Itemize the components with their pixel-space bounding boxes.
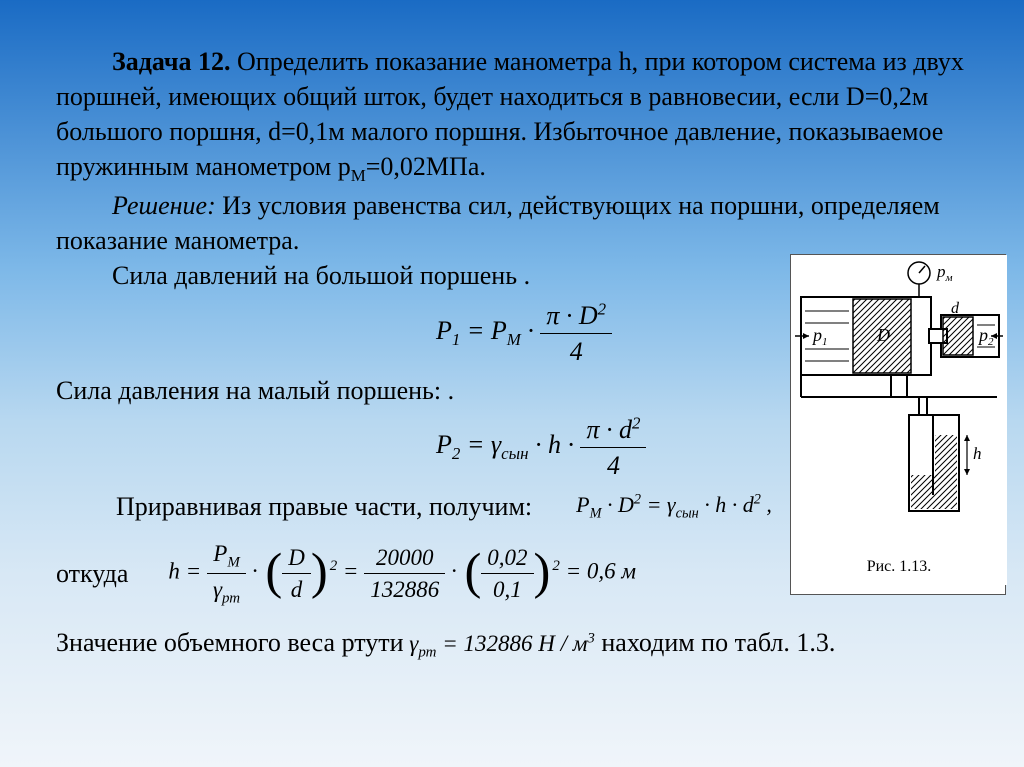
h-sup2: 2: [552, 558, 559, 574]
gamma-text-a: Значение объемного веса ртути: [56, 628, 404, 657]
diagram-figure: pм p1 p2 D d: [790, 254, 1006, 595]
h-f4n: 0,02: [481, 542, 533, 574]
eq-a-sub: М: [590, 505, 602, 521]
diagram-svg: pм p1 p2 D d: [791, 255, 1007, 585]
gamma-g-sub: рт: [418, 644, 436, 660]
problem-label: Задача 12.: [112, 47, 231, 76]
solution-label: Решение:: [112, 191, 216, 220]
gamma-g: γ: [409, 631, 418, 656]
gamma-text-b: находим по табл. 1.3.: [595, 628, 836, 657]
gamma-val: = 132886: [436, 631, 538, 656]
p1-dot: ·: [521, 316, 541, 345]
p1-eq: = P: [460, 316, 506, 345]
gamma-line: Значение объемного веса ртути γрт = 1328…: [56, 625, 984, 663]
svg-text:d: d: [951, 300, 960, 317]
p1-lhs: P: [436, 316, 452, 345]
pm-subscript: М: [351, 166, 366, 185]
h-f4d: 0,1: [481, 574, 533, 605]
h-f1n: P: [213, 541, 227, 566]
eq-c-sub: сын: [676, 505, 699, 521]
h-dot2: ·: [445, 559, 462, 584]
gamma-unit-sup: 3: [587, 630, 594, 646]
p2-dot: · h ·: [528, 430, 580, 459]
eq-a: P: [576, 492, 589, 517]
pm-value: =0,02МПа.: [366, 152, 486, 181]
h-eq2: = 0,6: [560, 559, 622, 584]
h-unit: м: [621, 559, 636, 584]
p1-den: 4: [540, 334, 612, 369]
p2-g-sub: сын: [501, 445, 528, 464]
h-lhs: h =: [168, 559, 207, 584]
line-equate: Приравнивая правые части, получим:: [116, 489, 532, 524]
problem-paragraph: Задача 12. Определить показание манометр…: [56, 44, 984, 188]
eq-e: ,: [761, 492, 772, 517]
svg-text:Рис. 1.13.: Рис. 1.13.: [867, 558, 932, 575]
p2-eq: = γ: [460, 430, 501, 459]
svg-text:D: D: [876, 325, 890, 345]
p2-lhs: P: [436, 430, 452, 459]
solution-intro: Решение: Из условия равенства сил, дейст…: [56, 188, 984, 258]
p1-num-sup: 2: [598, 299, 606, 318]
svg-text:h: h: [973, 444, 982, 463]
p2-num-sup: 2: [632, 413, 640, 432]
h-f1d-sub: рт: [222, 590, 240, 606]
p2-num: π · d: [586, 415, 632, 444]
h-dot1: ·: [246, 559, 263, 584]
eq-d-sup: 2: [754, 491, 761, 507]
line-whence: откуда: [56, 556, 128, 591]
p1-pm-sub: М: [507, 330, 521, 349]
p2-den: 4: [580, 448, 646, 483]
h-f3n: 20000: [364, 542, 445, 574]
gamma-unit: Н / м: [538, 631, 587, 656]
h-f2n: D: [282, 542, 311, 574]
h-eq1: =: [337, 559, 364, 584]
eq-d: · h · d: [699, 492, 754, 517]
h-f2d: d: [282, 574, 311, 605]
eq-b: · D: [602, 492, 634, 517]
h-f1d: γ: [213, 577, 222, 602]
p1-num: π · D: [546, 301, 597, 330]
eq-c: = γ: [641, 492, 676, 517]
h-f1n-sub: М: [227, 555, 239, 571]
eq-b-sup: 2: [634, 491, 641, 507]
h-f3d: 132886: [364, 574, 445, 605]
